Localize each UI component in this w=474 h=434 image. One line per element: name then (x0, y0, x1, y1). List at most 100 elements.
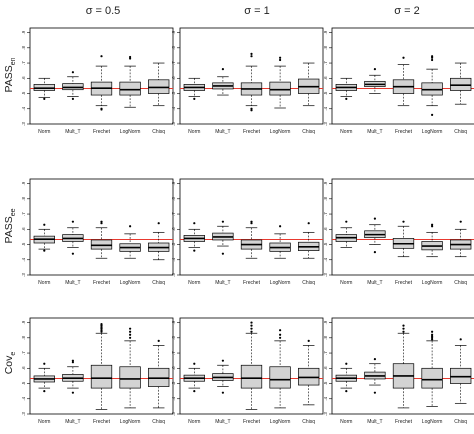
outlier-point (431, 330, 434, 333)
x-tick-label: Frechet (243, 129, 261, 135)
y-tick-label: .5 (323, 242, 328, 246)
outlier-point (279, 58, 282, 62)
x-tick-label: LogNorm (422, 129, 443, 135)
box-lognorm (421, 223, 443, 258)
outlier-point (279, 329, 282, 332)
outlier-point (71, 71, 74, 74)
outlier-point (279, 333, 282, 336)
panel-1-2: .3 .4 .5 .6 .7 .8 .9 Norm Mult_T Frechet LogNorm Ch… (171, 27, 324, 135)
y-tick-label: .8 (21, 196, 26, 200)
y-tick-label: .7 (21, 351, 26, 355)
box-lognorm (421, 330, 443, 407)
y-tick-label: .6 (323, 76, 328, 80)
y-tick-label: .3 (21, 122, 26, 126)
y-tick-label: .9 (21, 181, 26, 185)
x-tick-label: Frechet (243, 419, 261, 425)
x-tick-label: Chisq (454, 419, 467, 425)
x-tick-label: Chisq (454, 129, 467, 135)
row-label-cov-e: Cove (3, 352, 17, 375)
panel-frame (179, 178, 324, 276)
y-tick-label: .9 (171, 320, 176, 324)
x-tick-label: Norm (340, 419, 352, 425)
x-tick-label: LogNorm (120, 129, 141, 135)
iqr-box (269, 81, 291, 96)
panel-frame (331, 317, 474, 415)
x-tick-label: Frechet (395, 419, 413, 425)
panel-1-3: .3 .4 .5 .6 .7 .8 .9 Norm Mult_T Frechet LogNorm Ch… (323, 27, 474, 135)
outlier-point (373, 358, 376, 361)
outlier-point (345, 220, 348, 223)
box-norm (33, 362, 55, 393)
outlier-point (129, 336, 132, 339)
outlier-point (431, 225, 434, 228)
outlier-point (279, 56, 282, 59)
y-tick-label: .9 (171, 181, 176, 185)
box-lognorm (269, 56, 291, 109)
x-tick-label: Mult_T (65, 280, 80, 286)
y-tick-label: .4 (21, 396, 26, 400)
y-tick-label: .4 (21, 257, 26, 261)
outlier-point (431, 113, 434, 116)
y-tick-label: .5 (323, 91, 328, 95)
y-tick-label: .5 (21, 91, 26, 95)
panel-frame (29, 317, 174, 415)
y-tick-label: .9 (323, 30, 328, 34)
x-tick-label: Mult_T (215, 129, 230, 135)
outlier-point (71, 220, 74, 223)
outlier-point (459, 338, 462, 341)
y-tick-label: .8 (21, 335, 26, 339)
outlier-point (100, 330, 103, 333)
panel-2-1: .3 .4 .5 .6 .7 .8 .9 Norm Mult_T Frechet LogNorm Ch… (21, 178, 174, 286)
iqr-box (421, 367, 443, 389)
y-tick-label: .4 (323, 257, 328, 261)
y-tick-label: .4 (171, 257, 176, 261)
x-tick-label: Mult_T (215, 280, 230, 286)
outlier-point (402, 327, 405, 330)
y-tick-label: .6 (171, 76, 176, 80)
y-tick-label: .7 (171, 212, 176, 216)
box-norm (33, 77, 55, 100)
box-lognorm (119, 55, 141, 108)
outlier-point (250, 107, 253, 110)
column-header-sigma-0-5: σ = 0.5 (86, 5, 121, 17)
outlier-point (71, 361, 74, 364)
x-tick-label: LogNorm (270, 129, 291, 135)
box-frechet (90, 322, 113, 410)
outlier-point (431, 56, 434, 59)
x-tick-label: Chisq (302, 280, 315, 286)
y-tick-label: .7 (21, 212, 26, 216)
box-frechet (240, 321, 263, 410)
outlier-point (307, 222, 310, 225)
panel-3-2: .3 .4 .5 .6 .7 .8 .9 Norm Mult_T Frechet LogNorm Ch… (171, 317, 324, 425)
panel-frame (331, 178, 474, 276)
outlier-point (402, 56, 405, 59)
box-mult-t (364, 217, 386, 254)
outlier-point (43, 249, 46, 252)
box-frechet (392, 324, 415, 409)
panel-frame (331, 27, 474, 125)
outlier-point (129, 327, 132, 330)
outlier-point (221, 68, 224, 71)
outlier-point (43, 390, 46, 393)
outlier-point (193, 222, 196, 225)
y-tick-label: .7 (171, 351, 176, 355)
outlier-point (402, 220, 405, 223)
box-mult-t (364, 358, 386, 394)
iqr-box (269, 366, 291, 389)
box-chisq (450, 62, 472, 105)
y-tick-label: .4 (21, 106, 26, 110)
box-mult-t (364, 68, 386, 94)
outlier-point (193, 362, 196, 365)
box-chisq (148, 339, 170, 409)
x-tick-label: Chisq (152, 419, 165, 425)
box-norm (183, 362, 205, 393)
outlier-point (100, 322, 103, 326)
x-tick-label: Chisq (302, 419, 315, 425)
box-lognorm (421, 55, 443, 116)
y-tick-label: .3 (21, 412, 26, 416)
box-frechet (90, 220, 113, 259)
x-tick-label: Frechet (93, 419, 111, 425)
box-chisq (148, 62, 170, 107)
y-tick-label: .5 (21, 381, 26, 385)
